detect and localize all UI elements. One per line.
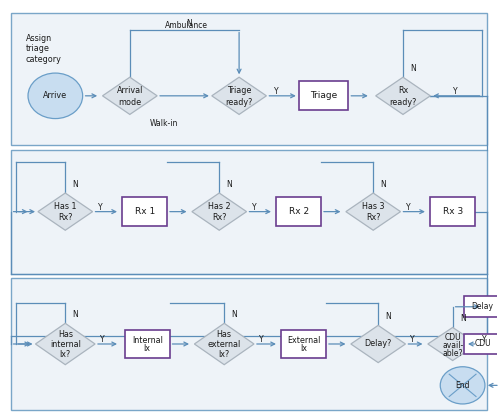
Text: Internal: Internal [132,336,162,345]
Polygon shape [212,77,266,115]
Text: Rx?: Rx? [212,213,226,222]
Text: Y: Y [252,203,256,212]
Text: Triage: Triage [310,91,337,100]
Text: Y: Y [482,335,487,344]
Text: Arrive: Arrive [44,91,68,100]
FancyBboxPatch shape [122,197,167,226]
Text: Walk-in: Walk-in [150,119,178,127]
Text: N: N [460,314,466,323]
Text: ready?: ready? [226,98,253,107]
FancyBboxPatch shape [430,197,475,226]
FancyBboxPatch shape [10,149,488,273]
Text: Ix: Ix [144,344,150,354]
Text: Ambulance: Ambulance [164,22,208,30]
Polygon shape [194,323,254,365]
Text: Arrival: Arrival [116,86,143,95]
Text: Has 3: Has 3 [362,202,384,211]
Text: Y: Y [410,335,415,344]
FancyBboxPatch shape [464,296,500,317]
Text: N: N [226,180,232,189]
Text: Rx?: Rx? [366,213,380,222]
Polygon shape [376,77,430,115]
Text: End: End [456,381,470,390]
Text: Rx?: Rx? [58,213,72,222]
Text: Rx 2: Rx 2 [288,207,309,216]
Polygon shape [351,325,406,363]
Text: Has: Has [216,330,232,339]
Text: Rx 1: Rx 1 [134,207,155,216]
Text: N: N [232,310,237,319]
Polygon shape [428,327,478,361]
Text: external: external [208,340,241,349]
Text: ready?: ready? [390,98,416,107]
Text: Delay?: Delay? [364,339,392,349]
Text: N: N [72,310,78,319]
FancyBboxPatch shape [10,13,488,146]
Text: Rx: Rx [398,86,408,95]
Text: Ix?: Ix? [60,350,71,359]
Text: Has 1: Has 1 [54,202,76,211]
Text: mode: mode [118,98,142,107]
Text: Assign
triage
category: Assign triage category [26,34,62,63]
Polygon shape [36,323,95,365]
FancyBboxPatch shape [282,330,326,359]
Polygon shape [38,193,92,230]
Text: Y: Y [406,203,410,212]
FancyBboxPatch shape [125,330,170,359]
Text: Y: Y [452,87,458,96]
Text: Has 2: Has 2 [208,202,231,211]
Polygon shape [102,77,157,115]
Polygon shape [346,193,401,230]
FancyBboxPatch shape [10,278,488,410]
Text: N: N [186,19,192,27]
Text: Delay: Delay [472,302,494,311]
Text: Y: Y [98,203,102,212]
Text: Rx 3: Rx 3 [442,207,463,216]
Circle shape [440,367,485,404]
FancyBboxPatch shape [276,197,321,226]
Text: N: N [380,180,386,189]
Text: External: External [287,336,320,345]
Polygon shape [192,193,246,230]
Text: N: N [72,180,78,189]
Text: Ix: Ix [300,344,307,354]
Text: Ix?: Ix? [218,350,230,359]
FancyBboxPatch shape [298,81,348,110]
Text: Y: Y [259,335,264,344]
Text: avail-: avail- [442,341,464,350]
Text: Y: Y [274,87,278,96]
Text: Has: Has [58,330,73,339]
Circle shape [28,73,82,119]
Text: N: N [410,64,416,73]
Text: Y: Y [100,335,104,344]
Text: Triage: Triage [227,86,252,95]
FancyBboxPatch shape [464,334,500,354]
Text: internal: internal [50,340,80,349]
Text: CDU: CDU [444,333,461,342]
Text: able?: able? [442,349,463,358]
Text: CDU: CDU [474,339,491,349]
Text: N: N [386,312,392,321]
